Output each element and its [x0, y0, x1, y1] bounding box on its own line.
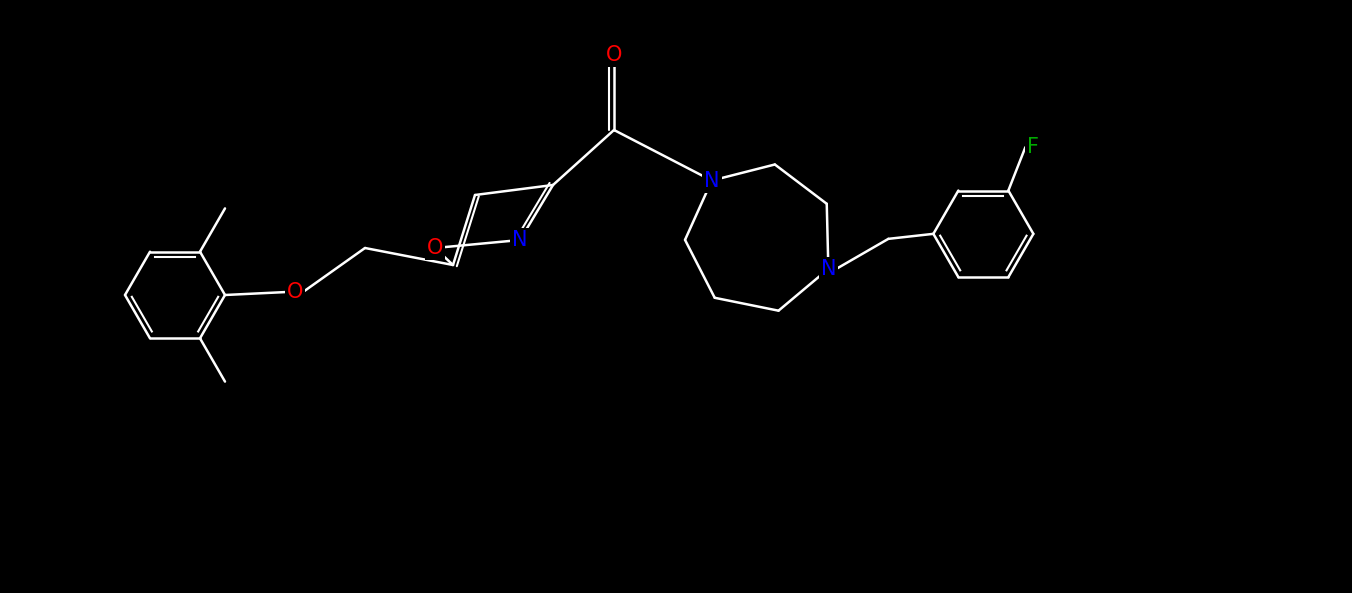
- Text: O: O: [606, 45, 622, 65]
- Text: F: F: [1028, 137, 1040, 157]
- Text: N: N: [512, 230, 527, 250]
- Text: O: O: [287, 282, 303, 302]
- Text: N: N: [821, 259, 836, 279]
- Text: O: O: [427, 238, 443, 258]
- Text: N: N: [704, 171, 719, 190]
